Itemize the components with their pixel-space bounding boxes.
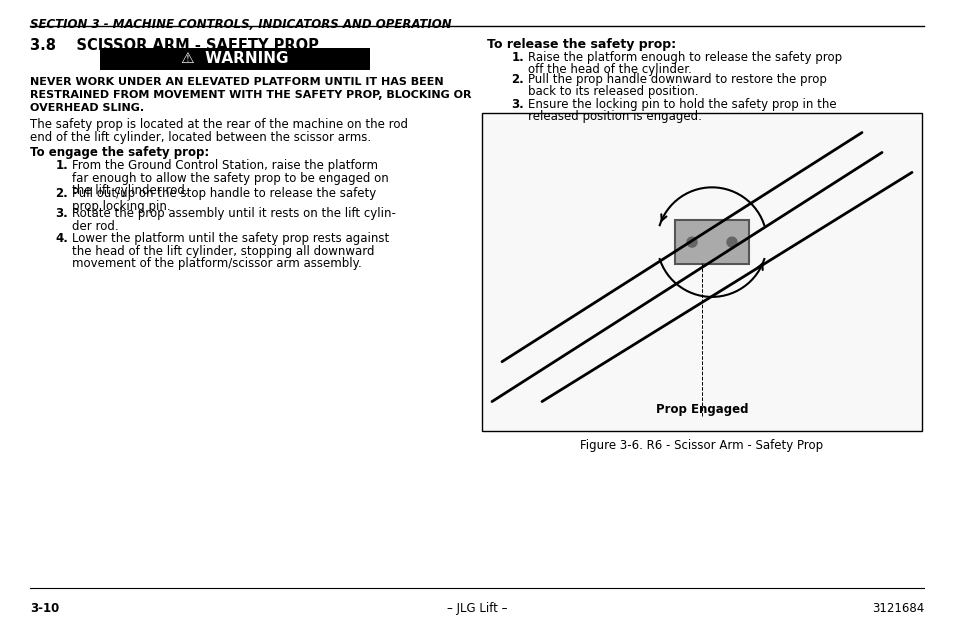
FancyBboxPatch shape xyxy=(481,112,921,431)
Text: Ensure the locking pin to hold the safety prop in the: Ensure the locking pin to hold the safet… xyxy=(527,98,836,111)
Text: Lower the platform until the safety prop rests against: Lower the platform until the safety prop… xyxy=(71,232,389,245)
Text: prop locking pin.: prop locking pin. xyxy=(71,200,171,213)
Text: 3.: 3. xyxy=(55,207,68,220)
Text: 2.: 2. xyxy=(511,73,523,86)
Text: NEVER WORK UNDER AN ELEVATED PLATFORM UNTIL IT HAS BEEN: NEVER WORK UNDER AN ELEVATED PLATFORM UN… xyxy=(30,77,443,87)
FancyBboxPatch shape xyxy=(675,220,748,264)
Text: 1.: 1. xyxy=(511,51,523,64)
Text: Prop Engaged: Prop Engaged xyxy=(655,404,747,417)
Text: 3-10: 3-10 xyxy=(30,602,59,615)
Text: Figure 3-6. R6 - Scissor Arm - Safety Prop: Figure 3-6. R6 - Scissor Arm - Safety Pr… xyxy=(579,439,822,452)
Text: – JLG Lift –: – JLG Lift – xyxy=(446,602,507,615)
Text: SECTION 3 - MACHINE CONTROLS, INDICATORS AND OPERATION: SECTION 3 - MACHINE CONTROLS, INDICATORS… xyxy=(30,18,451,31)
Text: far enough to allow the safety prop to be engaged on: far enough to allow the safety prop to b… xyxy=(71,172,388,185)
Text: released position is engaged.: released position is engaged. xyxy=(527,110,701,123)
Text: 3.8    SCISSOR ARM - SAFETY PROP: 3.8 SCISSOR ARM - SAFETY PROP xyxy=(30,38,318,53)
Text: 1.: 1. xyxy=(55,159,68,172)
Text: 4.: 4. xyxy=(55,232,68,245)
Text: To engage the safety prop:: To engage the safety prop: xyxy=(30,146,209,159)
Text: OVERHEAD SLING.: OVERHEAD SLING. xyxy=(30,103,144,112)
Text: the head of the lift cylinder, stopping all downward: the head of the lift cylinder, stopping … xyxy=(71,245,375,258)
Text: Pull the prop handle downward to restore the prop: Pull the prop handle downward to restore… xyxy=(527,73,826,86)
Text: 2.: 2. xyxy=(55,187,68,200)
Text: Rotate the prop assembly until it rests on the lift cylin-: Rotate the prop assembly until it rests … xyxy=(71,207,395,220)
Text: From the Ground Control Station, raise the platform: From the Ground Control Station, raise t… xyxy=(71,159,377,172)
Text: back to its released position.: back to its released position. xyxy=(527,85,698,98)
Text: To release the safety prop:: To release the safety prop: xyxy=(486,38,676,51)
Circle shape xyxy=(726,237,737,247)
Text: Pull out/up on the stop handle to release the safety: Pull out/up on the stop handle to releas… xyxy=(71,187,375,200)
Text: off the head of the cylinder.: off the head of the cylinder. xyxy=(527,63,691,76)
Text: RESTRAINED FROM MOVEMENT WITH THE SAFETY PROP, BLOCKING OR: RESTRAINED FROM MOVEMENT WITH THE SAFETY… xyxy=(30,90,471,99)
Text: 3.: 3. xyxy=(511,98,523,111)
Text: the lift cylinder rod.: the lift cylinder rod. xyxy=(71,184,189,197)
Text: der rod.: der rod. xyxy=(71,220,118,233)
Text: The safety prop is located at the rear of the machine on the rod: The safety prop is located at the rear o… xyxy=(30,117,408,130)
Circle shape xyxy=(686,237,697,247)
Text: ⚠  WARNING: ⚠ WARNING xyxy=(181,51,289,66)
Text: 3121684: 3121684 xyxy=(871,602,923,615)
Text: movement of the platform/scissor arm assembly.: movement of the platform/scissor arm ass… xyxy=(71,257,361,270)
Text: end of the lift cylinder, located between the scissor arms.: end of the lift cylinder, located betwee… xyxy=(30,130,371,143)
FancyBboxPatch shape xyxy=(100,48,370,70)
Text: Raise the platform enough to release the safety prop: Raise the platform enough to release the… xyxy=(527,51,841,64)
